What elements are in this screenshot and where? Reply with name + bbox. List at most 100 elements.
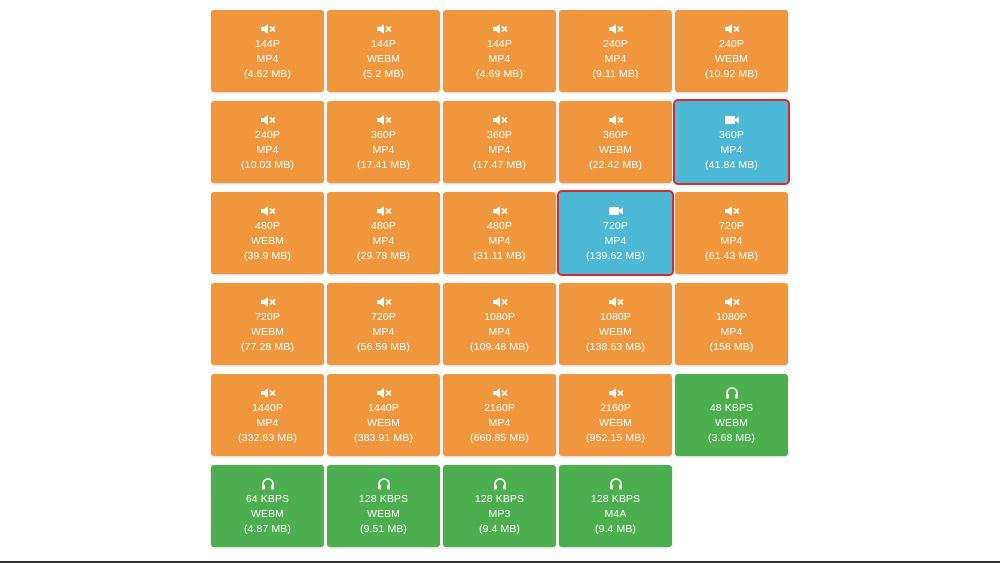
quality-label: 144P (255, 38, 280, 50)
video-camera-icon (675, 114, 788, 126)
download-1440p-mp4-button[interactable]: 1440P MP4 (332.63 MB) (211, 374, 324, 456)
download-1440p-webm-button[interactable]: 1440P WEBM (383.91 MB) (327, 374, 440, 456)
quality-label: 720P (719, 220, 744, 232)
file-size-label: (9.51 MB) (360, 523, 407, 535)
file-size-label: (29.78 MB) (357, 250, 410, 262)
format-label: MP4 (372, 235, 395, 247)
quality-label: 360P (719, 129, 744, 141)
button-row: 720P WEBM (77.28 MB) 720P MP4 (56.59 MB) 1080P… (211, 283, 796, 365)
button-row: 480P WEBM (39.9 MB) 480P MP4 (29.78 MB) 480P MP… (211, 190, 796, 276)
download-128-kbps-m4a-button[interactable]: 128 KBPS M4A (9.4 MB) (559, 465, 672, 547)
download-480p-mp4-button[interactable]: 480P MP4 (29.78 MB) (327, 192, 440, 274)
download-720p-mp4-button[interactable]: 720P MP4 (56.59 MB) (327, 283, 440, 365)
download-2160p-mp4-button[interactable]: 2160P MP4 (660.85 MB) (443, 374, 556, 456)
file-size-label: (660.85 MB) (470, 432, 529, 444)
download-1080p-mp4-button[interactable]: 1080P MP4 (109.48 MB) (443, 283, 556, 365)
quality-label: 144P (487, 38, 512, 50)
file-size-label: (17.47 MB) (473, 159, 526, 171)
file-size-label: (383.91 MB) (354, 432, 413, 444)
download-360p-mp4-button[interactable]: 360P MP4 (17.41 MB) (327, 101, 440, 183)
format-label: MP4 (604, 53, 627, 65)
file-size-label: (77.28 MB) (241, 341, 294, 353)
download-360p-mp4-button[interactable]: 360P MP4 (41.84 MB) (673, 99, 790, 185)
download-1080p-mp4-button[interactable]: 1080P MP4 (158 MB) (675, 283, 788, 365)
format-label: MP4 (720, 144, 743, 156)
format-label: MP4 (604, 235, 627, 247)
muted-speaker-icon (675, 205, 788, 217)
muted-speaker-icon (327, 114, 440, 126)
file-size-label: (138.63 MB) (586, 341, 645, 353)
file-size-label: (952.15 MB) (586, 432, 645, 444)
format-label: WEBM (366, 53, 401, 65)
headphones-icon (559, 478, 672, 490)
format-label: WEBM (714, 53, 749, 65)
download-128-kbps-webm-button[interactable]: 128 KBPS WEBM (9.51 MB) (327, 465, 440, 547)
file-size-label: (158 MB) (709, 341, 754, 353)
format-label: WEBM (714, 417, 749, 429)
format-label: MP4 (256, 144, 279, 156)
download-240p-mp4-button[interactable]: 240P MP4 (9.11 MB) (559, 10, 672, 92)
quality-label: 48 KBPS (709, 402, 754, 414)
download-720p-webm-button[interactable]: 720P WEBM (77.28 MB) (211, 283, 324, 365)
download-360p-mp4-button[interactable]: 360P MP4 (17.47 MB) (443, 101, 556, 183)
quality-label: 128 KBPS (474, 493, 525, 505)
format-label: MP4 (488, 326, 511, 338)
format-label: MP4 (256, 53, 279, 65)
muted-speaker-icon (211, 114, 324, 126)
download-480p-mp4-button[interactable]: 480P MP4 (31.11 MB) (443, 192, 556, 274)
file-size-label: (139.62 MB) (586, 250, 645, 262)
quality-label: 1080P (484, 311, 515, 323)
file-size-label: (31.11 MB) (473, 250, 526, 262)
file-size-label: (4.69 MB) (476, 68, 523, 80)
file-size-label: (4.87 MB) (244, 523, 291, 535)
download-48-kbps-webm-button[interactable]: 48 KBPS WEBM (3.68 MB) (675, 374, 788, 456)
download-240p-mp4-button[interactable]: 240P MP4 (10.03 MB) (211, 101, 324, 183)
muted-speaker-icon (443, 23, 556, 35)
download-144p-mp4-button[interactable]: 144P MP4 (4.69 MB) (443, 10, 556, 92)
muted-speaker-icon (327, 387, 440, 399)
muted-speaker-icon (327, 205, 440, 217)
muted-speaker-icon (211, 23, 324, 35)
quality-label: 2160P (600, 402, 631, 414)
download-720p-mp4-button[interactable]: 720P MP4 (139.62 MB) (557, 190, 674, 276)
file-size-label: (22.42 MB) (589, 159, 642, 171)
download-480p-webm-button[interactable]: 480P WEBM (39.9 MB) (211, 192, 324, 274)
button-row: 240P MP4 (10.03 MB) 360P MP4 (17.41 MB) 360P MP… (211, 99, 796, 185)
download-144p-mp4-button[interactable]: 144P MP4 (4.62 MB) (211, 10, 324, 92)
format-label: M4A (604, 508, 627, 520)
muted-speaker-icon (327, 296, 440, 308)
download-128-kbps-mp3-button[interactable]: 128 KBPS MP3 (9.4 MB) (443, 465, 556, 547)
quality-label: 1440P (368, 402, 399, 414)
muted-speaker-icon (675, 23, 788, 35)
format-label: MP4 (488, 53, 511, 65)
format-label: MP4 (372, 326, 395, 338)
quality-label: 720P (255, 311, 280, 323)
download-720p-mp4-button[interactable]: 720P MP4 (61.43 MB) (675, 192, 788, 274)
download-240p-webm-button[interactable]: 240P WEBM (10.92 MB) (675, 10, 788, 92)
download-360p-webm-button[interactable]: 360P WEBM (22.42 MB) (559, 101, 672, 183)
file-size-label: (10.92 MB) (705, 68, 758, 80)
format-label: WEBM (598, 417, 633, 429)
button-row: 144P MP4 (4.62 MB) 144P WEBM (5.2 MB) 144P MP4 (… (211, 10, 796, 92)
quality-label: 240P (255, 129, 280, 141)
download-64-kbps-webm-button[interactable]: 64 KBPS WEBM (4.87 MB) (211, 465, 324, 547)
file-size-label: (39.9 MB) (244, 250, 291, 262)
muted-speaker-icon (559, 23, 672, 35)
muted-speaker-icon (211, 296, 324, 308)
muted-speaker-icon (559, 387, 672, 399)
format-label: WEBM (598, 144, 633, 156)
muted-speaker-icon (559, 296, 672, 308)
format-label: MP4 (720, 235, 743, 247)
muted-speaker-icon (443, 114, 556, 126)
quality-label: 480P (255, 220, 280, 232)
quality-label: 240P (603, 38, 628, 50)
download-144p-webm-button[interactable]: 144P WEBM (5.2 MB) (327, 10, 440, 92)
file-size-label: (17.41 MB) (357, 159, 410, 171)
file-size-label: (56.59 MB) (357, 341, 410, 353)
download-1080p-webm-button[interactable]: 1080P WEBM (138.63 MB) (559, 283, 672, 365)
quality-label: 128 KBPS (590, 493, 641, 505)
file-size-label: (9.4 MB) (594, 523, 637, 535)
download-2160p-webm-button[interactable]: 2160P WEBM (952.15 MB) (559, 374, 672, 456)
quality-label: 480P (487, 220, 512, 232)
muted-speaker-icon (211, 387, 324, 399)
